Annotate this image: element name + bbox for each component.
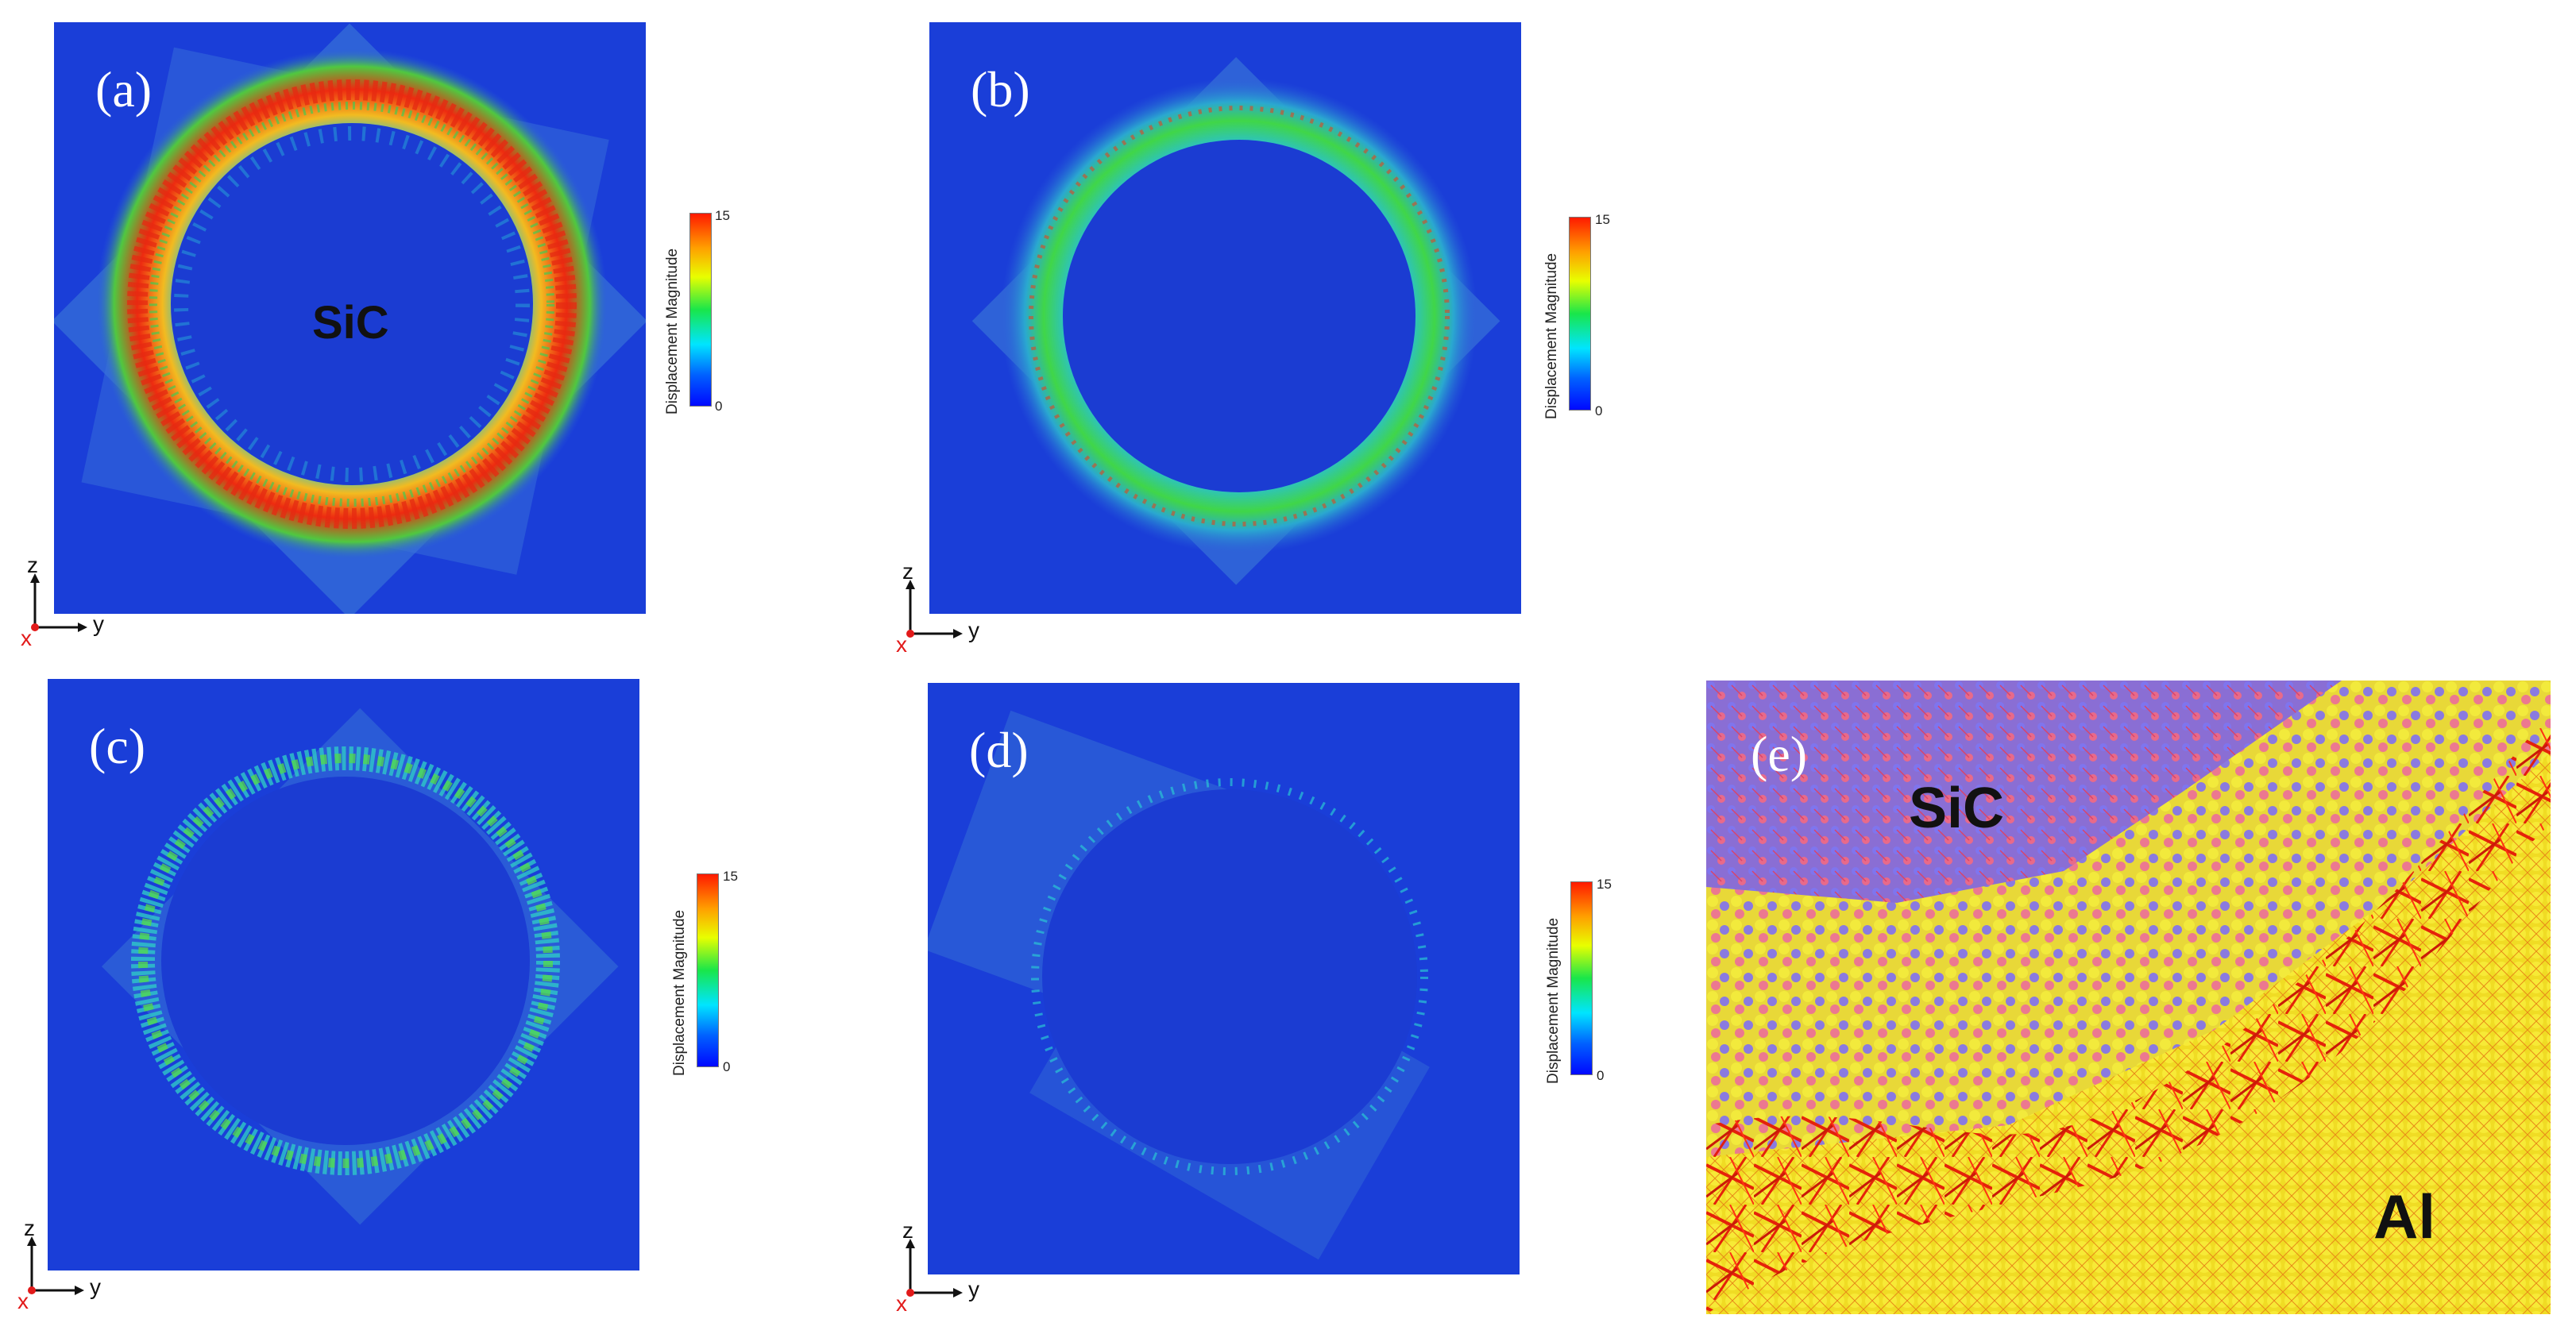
colorbar-min: 0 [723,1059,731,1074]
axis-y-label: y [90,1274,101,1299]
axis-x-label: x [21,626,32,650]
panel-e: (e) SiC Al [1706,681,2551,1314]
axis-x-label: x [896,632,907,657]
colorbar [689,213,712,407]
axis-z-label: z [24,1216,35,1240]
axis-triad: z y x [893,1218,996,1316]
axis-triad: z y x [893,559,996,657]
axis-y-label: y [968,618,979,642]
axis-x-label: x [17,1289,29,1313]
axis-triad: z y x [14,1216,118,1313]
colorbar [697,873,719,1067]
panel-label: (c) [89,718,146,774]
panel-b: (b) [929,22,1521,614]
panel-label: (e) [1751,726,1808,782]
colorbar-title: Displacement Magnitude [1545,917,1562,1084]
colorbar [1570,881,1593,1075]
axis-x-label: x [896,1291,907,1316]
panel-e-image [1706,681,2551,1314]
axis-y-label: y [968,1277,979,1301]
panel-c-image [48,679,639,1271]
colorbar-min: 0 [1597,1068,1605,1083]
axis-arrows [906,580,963,638]
colorbar-max: 15 [1595,212,1610,227]
axis-z-label: z [902,559,913,584]
panel-label: (d) [969,722,1029,778]
colorbar-max: 15 [1597,877,1612,892]
sic-label: SiC [1909,777,2005,840]
panel-label: (a) [95,61,153,118]
panel-d: (d) [928,683,1520,1274]
panel-b-image [929,22,1521,614]
axis-z-label: z [27,553,38,577]
axis-triad: z y x [17,553,121,650]
al-label: Al [2373,1182,2435,1251]
sic-label: SiC [312,297,389,349]
panel-c: (c) [48,679,639,1271]
panel-label: (b) [971,61,1030,118]
colorbar-min: 0 [1595,403,1603,418]
colorbar-title: Displacement Magnitude [1543,253,1560,419]
colorbar-max: 15 [723,869,738,884]
panel-d-image [928,683,1520,1274]
axis-arrows [906,1239,963,1298]
colorbar-title: Displacement Magnitude [671,909,688,1076]
colorbar-min: 0 [715,399,723,414]
axis-y-label: y [93,611,104,636]
panel-a: (a) SiC [54,22,646,614]
colorbar-title: Displacement Magnitude [664,248,681,415]
panel-a-image [54,22,646,614]
axis-z-label: z [902,1218,913,1243]
colorbar [1569,217,1591,411]
axis-arrows [30,573,87,632]
axis-arrows [27,1236,84,1295]
colorbar-max: 15 [715,208,730,223]
